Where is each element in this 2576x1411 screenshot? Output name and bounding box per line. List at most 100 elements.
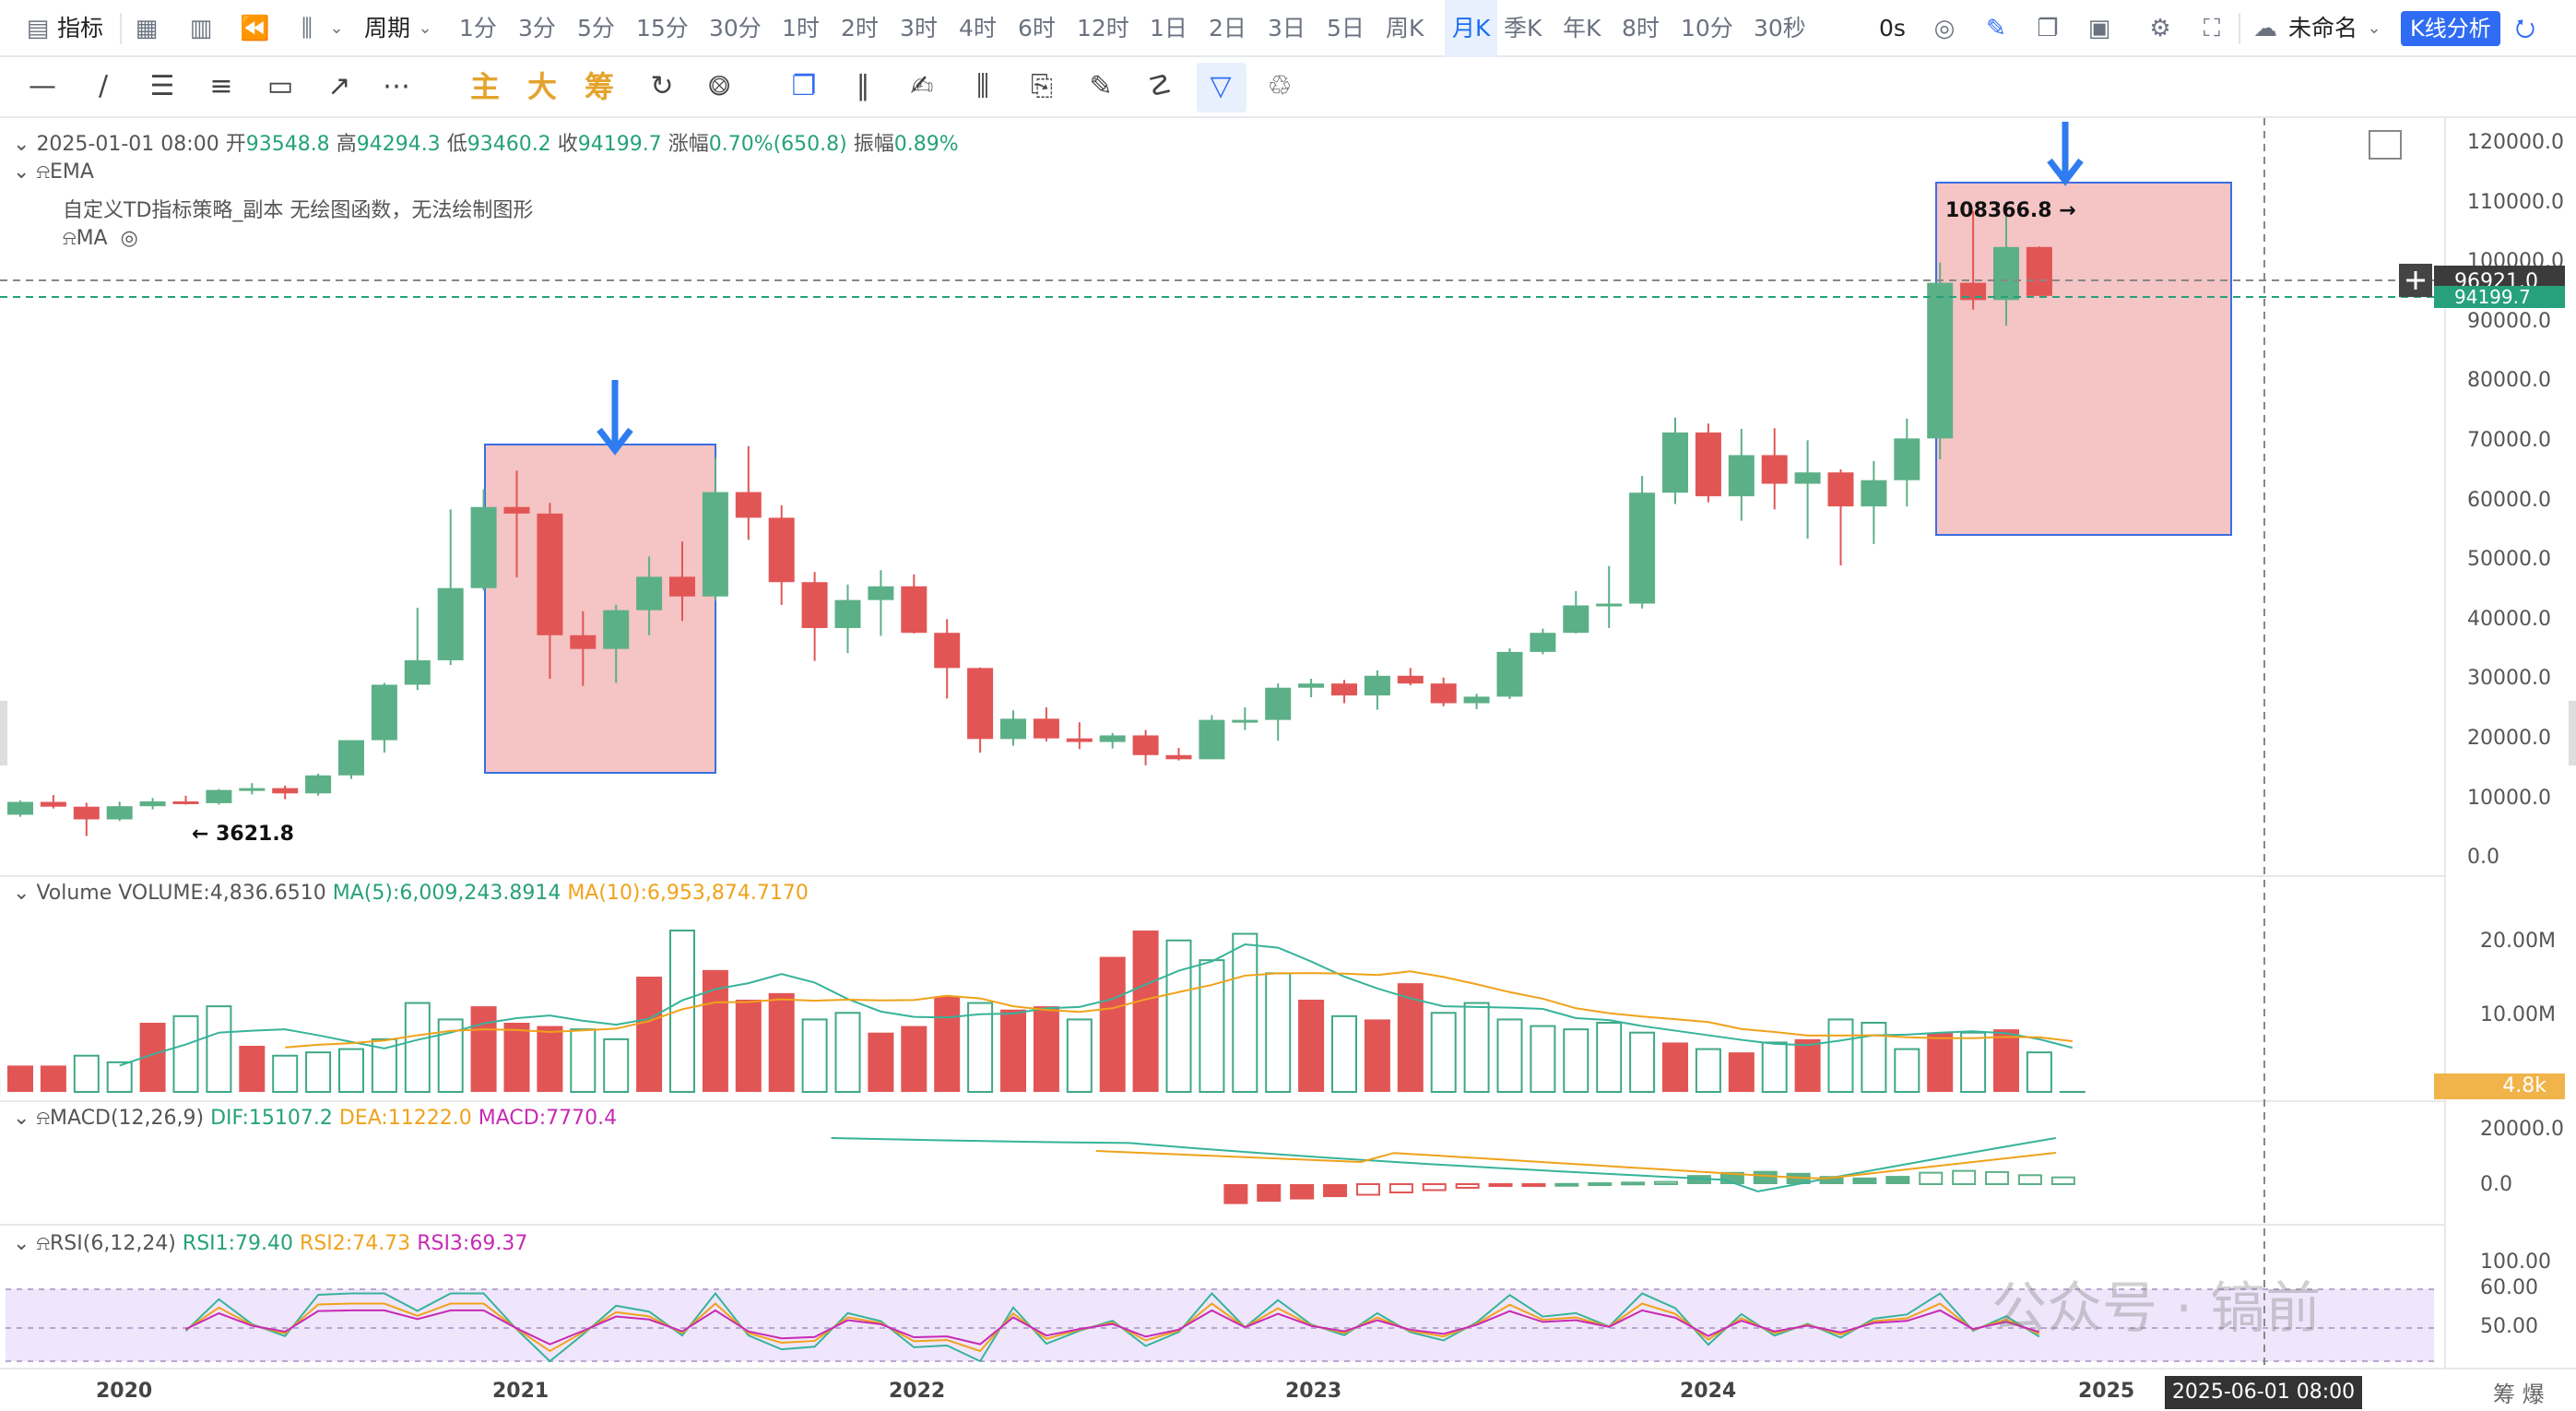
rsi3-value: RSI3:69.37 [417,1232,528,1255]
crop-icon[interactable]: ❐ [2037,15,2059,42]
candle-body [1629,492,1656,604]
camera-icon[interactable]: ◎ [1933,15,1956,42]
date-tick-label: 2020 [96,1380,153,1403]
layout-name-button[interactable]: 未命名 [2288,15,2358,42]
chip-toggle[interactable]: 筹 [585,69,615,104]
down-arrow-icon [597,380,633,456]
collapse-chevron-icon[interactable]: ⌄ [13,160,30,184]
period-16[interactable]: 月K [1445,0,1498,57]
bell-icon[interactable]: ⍾ [36,160,51,184]
replay-icon[interactable]: ↻ [650,70,674,102]
indicator-icon[interactable]: ▤ [26,15,50,42]
magnet-icon[interactable]: ☡ [1147,70,1173,102]
watermark: 公众号 · 镐前 [1991,1276,2322,1341]
period-21[interactable]: 30秒 [1754,15,1806,42]
candle-body [404,659,431,685]
candle-body [1364,675,1390,696]
rewind-icon[interactable]: ⏪ [240,15,270,42]
cloud-icon[interactable]: ☁ [2253,15,2277,42]
period-8[interactable]: 4时 [959,15,997,42]
indicator-button[interactable]: 指标 [57,15,104,42]
macd-title: MACD(12,26,9) [50,1107,205,1130]
macd-bar [1621,1181,1646,1186]
period-chevron-down-icon[interactable]: ⌄ [418,18,432,38]
period-15[interactable]: 周K [1386,15,1424,42]
horizontal-line-icon[interactable]: — [29,70,56,102]
candle-body [1993,246,2019,301]
candle-body [603,610,630,649]
share-icon[interactable]: ⭮ [2515,15,2535,42]
period-13[interactable]: 3日 [1268,15,1306,42]
filter-icon[interactable]: ▽ [1210,70,1232,102]
measure-icon[interactable]: ⨷ [708,70,730,102]
settings-icon[interactable]: ⚙ [2149,15,2171,42]
period-18[interactable]: 年K [1563,15,1601,42]
kline-analysis-button[interactable]: K线分析 [2401,11,2500,46]
bell-icon[interactable]: ⍾ [36,1107,51,1130]
ma-legend[interactable]: ⍾MA ◎ [63,227,138,250]
eye-off-icon[interactable]: ◎ [120,227,138,250]
macd-bar [1554,1182,1579,1187]
period-12[interactable]: 2日 [1209,15,1247,42]
collapse-chevron-icon[interactable]: ⌄ [13,1107,30,1130]
period-3[interactable]: 15分 [636,15,689,42]
period-1[interactable]: 3分 [518,15,556,42]
price-tick-label: 10000.0 [2467,786,2551,810]
period-4[interactable]: 30分 [709,15,762,42]
volume-bar [537,1026,563,1092]
bell-icon[interactable]: ⍾ [36,1232,51,1255]
period-17[interactable]: 季K [1504,15,1542,42]
period-11[interactable]: 1日 [1150,15,1188,42]
parallel-lines-icon[interactable]: ☰ [149,70,175,102]
copy-icon[interactable]: ❐ [791,70,817,102]
candle-body [1165,754,1192,760]
bell-icon[interactable]: ⍾ [63,227,77,250]
brush-icon[interactable]: ✍ [910,70,934,102]
layout-chevron-down-icon[interactable]: ⌄ [2367,18,2381,38]
collapse-chevron-icon[interactable]: ⌄ [13,882,30,905]
period-14[interactable]: 5日 [1327,15,1365,42]
big-toggle[interactable]: 大 [527,69,558,104]
period-7[interactable]: 3时 [900,15,938,42]
trash-icon[interactable]: ♲ [1267,70,1293,102]
ruler-icon[interactable]: ∥ [856,70,870,102]
rectangle-icon[interactable]: ▭ [266,70,294,102]
collapse-chevron-icon[interactable]: ⌄ [13,1232,30,1255]
calendar-icon[interactable]: ▦ [135,15,159,42]
ema-legend[interactable]: ⌄ ⍾EMA [13,160,94,184]
snapshot-icon[interactable]: ▣ [2087,15,2111,42]
period-button[interactable]: 周期 [364,15,411,42]
amplitude-value: 0.89% [893,133,959,156]
candle-body [1794,472,1821,484]
candle-compare-icon[interactable]: ⫼ [976,70,989,102]
pen-icon[interactable]: ✎ [1986,15,2006,42]
more-icon[interactable]: ⋯ [383,70,410,102]
volume-bar [437,1018,464,1094]
period-2[interactable]: 5分 [577,15,615,42]
trend-line-icon[interactable]: ∕ [98,70,109,102]
period-10[interactable]: 12时 [1077,15,1129,42]
channel-icon[interactable]: ≡ [209,70,233,102]
corner-text: 筹 爆 [2493,1381,2545,1407]
volume-value: VOLUME:4,836.6510 [118,882,326,905]
candles-layer [7,205,2052,836]
edit-icon[interactable]: ✎ [1089,70,1113,102]
chevron-down-icon[interactable]: ⌄ [329,18,344,38]
candle-body [1563,605,1589,634]
period-9[interactable]: 6时 [1018,15,1056,42]
period-5[interactable]: 1时 [782,15,820,42]
period-20[interactable]: 10分 [1681,15,1733,42]
period-0[interactable]: 1分 [459,15,497,42]
volume-bar [1827,1018,1854,1094]
period-19[interactable]: 8时 [1622,15,1660,42]
fullscreen-icon[interactable]: ⛶ [2203,15,2221,42]
layout-icon[interactable]: ▥ [189,15,213,42]
ray-icon[interactable]: ↗ [327,70,351,102]
main-toggle[interactable]: 主 [470,69,501,104]
clipboard-icon[interactable]: ⎘ [1031,70,1053,102]
collapse-chevron-icon[interactable]: ⌄ [13,133,30,156]
period-6[interactable]: 2时 [841,15,879,42]
chart-type-icon[interactable]: ⫼ [301,15,313,42]
candle-body [371,684,397,741]
